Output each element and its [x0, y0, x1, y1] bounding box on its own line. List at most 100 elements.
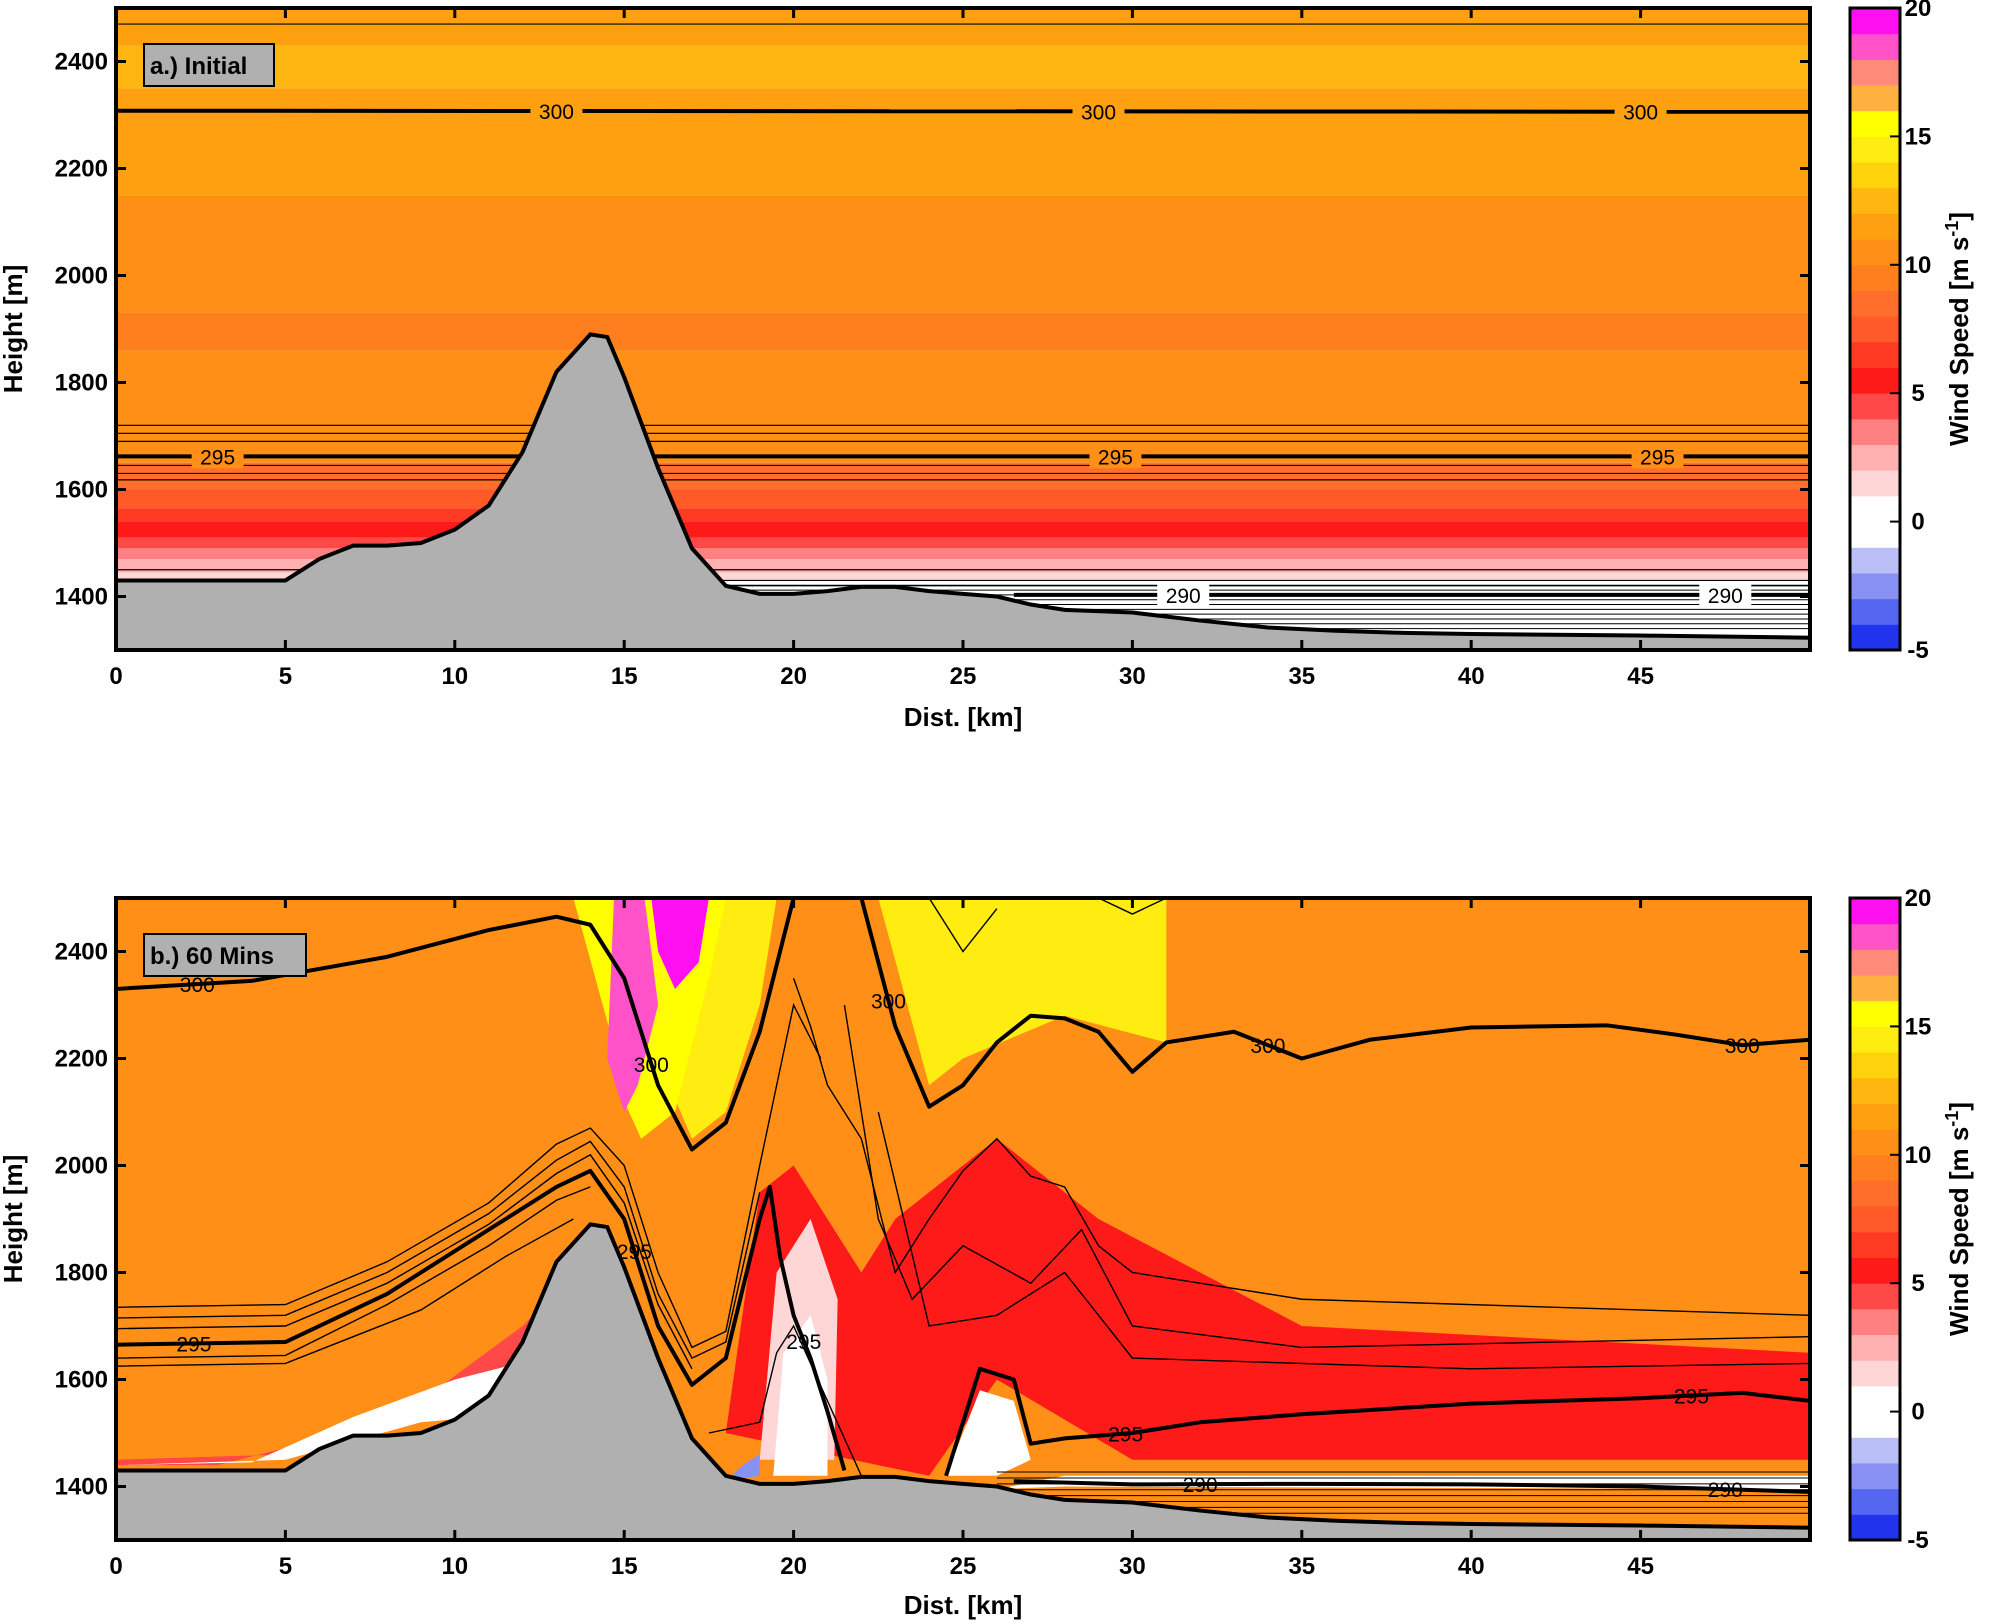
- x-tick-label: 35: [1288, 663, 1315, 690]
- isentrope-label-bg: [1157, 582, 1210, 607]
- isentrope-label: 300: [634, 1054, 669, 1077]
- panel-a: 300 300 300 295 295 295 290 290 0 5 10 15 20 25 30 35 4…: [0, 6, 1812, 732]
- isentrope-label-text: 290: [1708, 585, 1743, 608]
- panel-a-label: a.) Initial: [150, 53, 247, 80]
- colorbar-swatch: [1850, 495, 1900, 523]
- isentrope-label: 300: [1250, 1035, 1285, 1058]
- isentrope-label: 295: [617, 1241, 652, 1264]
- colorbar-tick-label: 5: [1911, 1270, 1924, 1297]
- colorbar-swatch: [1850, 898, 1900, 925]
- colorbar-swatch: [1850, 1231, 1900, 1259]
- isentrope-300: [116, 898, 796, 1152]
- wind-rotor2-white: [946, 1390, 1031, 1476]
- y-tick-label: 2200: [55, 156, 108, 183]
- wind-reversed-flow: [725, 1454, 760, 1482]
- x-tick-label: 10: [441, 663, 468, 690]
- isentrope-label-text: 290: [1166, 585, 1201, 608]
- isentrope-thin-1: [116, 1140, 761, 1360]
- panel-b-label-box: b.) 60 Mins: [143, 933, 307, 977]
- isentrope-thin-10: [1098, 898, 1167, 915]
- colorbar-swatch: [1850, 59, 1900, 86]
- panel-b-label: b.) 60 Mins: [150, 943, 274, 970]
- isentrope-label: 295: [176, 1333, 211, 1356]
- wind-magenta-core: [651, 898, 709, 989]
- isentrope-label-text: 295: [617, 1241, 652, 1264]
- x-tick-label: 5: [279, 663, 292, 690]
- isentrope-label: 295: [1089, 444, 1142, 469]
- panel-b: 300 300 300 300 300 295 295 295 295 295 290 290 0 5 1…: [0, 896, 1812, 1620]
- y-tick-label: 2000: [55, 1153, 108, 1180]
- isentrope-thin-8: [708, 1324, 862, 1477]
- isentrope-thin-3: [116, 1186, 591, 1359]
- colorbar-tick-label: 15: [1905, 1013, 1932, 1040]
- colorbar-swatch: [1850, 110, 1900, 137]
- wind-rotor-white: [773, 1315, 828, 1476]
- colorbar-swatch: [1850, 949, 1900, 976]
- x-tick-label: 30: [1119, 1553, 1146, 1580]
- colorbar-swatch: [1850, 1514, 1900, 1541]
- isentrope-290: [1013, 1479, 1810, 1494]
- isentrope-thin-7: [877, 1111, 1810, 1370]
- wind-layer-4: [116, 537, 1810, 549]
- isentrope-label-text: 300: [1725, 1035, 1760, 1058]
- colorbar-b-label: Wind Speed [m s-1]: [1942, 1102, 1974, 1336]
- isentrope-300: [116, 108, 1810, 114]
- colorbar-tick-label: 20: [1905, 885, 1932, 912]
- isentrope-label-text: 300: [539, 101, 574, 124]
- colorbar-swatch: [1850, 1462, 1900, 1490]
- isentrope-label-text: 295: [1098, 446, 1133, 469]
- wind-layer-9: [116, 350, 1810, 463]
- colorbar-swatch: [1850, 1206, 1900, 1233]
- isentrope-thin-5: [792, 978, 1810, 1316]
- colorbar-swatch: [1850, 1129, 1900, 1156]
- isentrope-label: 290: [1183, 1474, 1218, 1497]
- colorbar-tick-label: 15: [1905, 123, 1932, 150]
- isentrope-label: 290: [1699, 582, 1752, 608]
- x-tick-label: 45: [1627, 663, 1654, 690]
- colorbar-swatch: [1850, 393, 1900, 420]
- x-tick-label: 20: [780, 663, 807, 690]
- isentrope-label-bg: [191, 444, 244, 469]
- x-tick-label: 5: [279, 1553, 292, 1580]
- colorbar-swatch: [1850, 136, 1900, 163]
- isentrope-label-bg: [1089, 444, 1142, 469]
- colorbar-swatch: [1850, 213, 1900, 240]
- colorbar-swatch: [1850, 1488, 1900, 1515]
- isentrope-label: 300: [180, 974, 215, 997]
- isentrope-label-bg: [1614, 99, 1667, 124]
- y-tick-label: 2200: [55, 1046, 108, 1073]
- colorbar-swatch: [1850, 1257, 1900, 1284]
- panel-a-xlabel: Dist. [km]: [904, 702, 1022, 732]
- isentrope-label-text: 295: [176, 1333, 211, 1356]
- colorbar-swatch: [1850, 1026, 1900, 1053]
- colorbar-swatch: [1850, 187, 1900, 214]
- x-tick-label: 40: [1458, 1553, 1485, 1580]
- wind-layer-5: [116, 521, 1810, 538]
- x-tick-label: 0: [109, 1553, 122, 1580]
- colorbar-swatch: [1850, 444, 1900, 471]
- wind-layer-1: [116, 572, 1810, 581]
- panel-a-label-box: a.) Initial: [143, 43, 275, 87]
- colorbar-swatch: [1850, 923, 1900, 950]
- colorbar-swatch: [1850, 1437, 1900, 1464]
- isentrope-label: 300: [871, 991, 906, 1014]
- isentrope-295: [944, 1366, 1810, 1477]
- wind-layer-12: [116, 88, 1810, 196]
- colorbar-swatch: [1850, 1103, 1900, 1130]
- wind-layer-6: [116, 508, 1810, 522]
- x-tick-label: 25: [950, 1553, 977, 1580]
- x-tick-label: 0: [109, 663, 122, 690]
- isentrope-label-bg: [1072, 99, 1125, 124]
- isentrope-label: 290: [1708, 1479, 1743, 1502]
- colorbar-tick-label: 0: [1911, 1399, 1924, 1426]
- colorbar-swatch: [1850, 1154, 1900, 1181]
- colorbar-swatch: [1850, 547, 1900, 574]
- colorbar-swatch: [1850, 1385, 1900, 1413]
- colorbar-swatch: [1850, 239, 1900, 266]
- colorbar-swatch: [1850, 1334, 1900, 1361]
- colorbar-frame: [1848, 896, 1902, 1542]
- x-tick-label: 10: [441, 1553, 468, 1580]
- isentrope-label: 290: [1157, 582, 1210, 608]
- isentrope-label: 300: [530, 98, 583, 124]
